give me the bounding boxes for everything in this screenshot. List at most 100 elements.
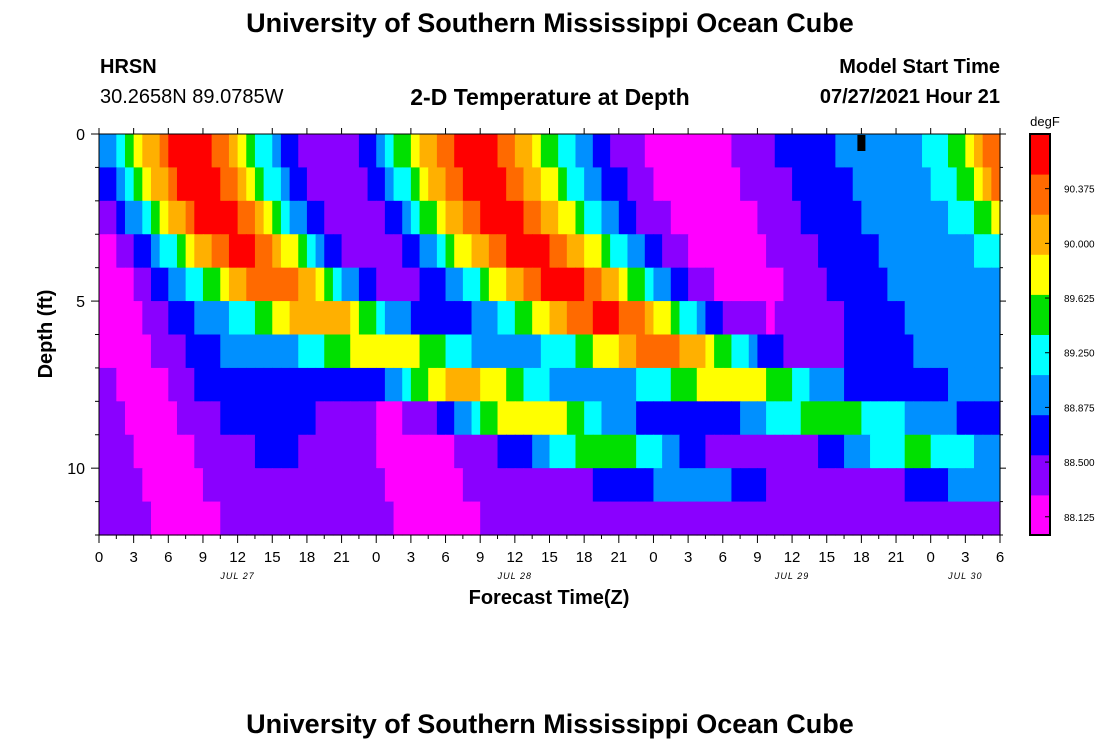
heatmap-cell xyxy=(107,401,117,436)
heatmap-cell xyxy=(514,501,525,536)
heatmap-cell xyxy=(818,134,828,169)
heatmap-cell xyxy=(462,301,473,336)
date-labels: JUL 27 JUL 28 JUL 29 JUL 30 xyxy=(219,571,981,581)
heatmap-cell xyxy=(566,167,577,202)
heatmap-cell xyxy=(618,401,629,436)
heatmap-cell xyxy=(150,167,161,202)
heatmap-cell xyxy=(757,334,767,369)
heatmap-cell xyxy=(913,234,923,269)
heatmap-cell xyxy=(800,434,810,469)
heatmap-cell xyxy=(740,134,750,169)
heatmap-cell xyxy=(922,267,932,302)
x-tick-label: 15 xyxy=(264,549,281,566)
heatmap-cell xyxy=(428,301,438,336)
heatmap-cell xyxy=(436,367,447,402)
heatmap-cell xyxy=(679,301,689,336)
heatmap-cell xyxy=(168,401,178,436)
heatmap-cell xyxy=(133,468,143,503)
heatmap-cell xyxy=(800,367,810,402)
heatmap-cell xyxy=(211,200,221,235)
heatmap-cell xyxy=(800,401,810,436)
heatmap-cell xyxy=(584,167,594,202)
heatmap-cell xyxy=(376,367,386,402)
heatmap-cell xyxy=(566,234,577,269)
heatmap-cell xyxy=(523,167,533,202)
heatmap-cell xyxy=(844,267,854,302)
heatmap-cell xyxy=(159,367,169,402)
heatmap-cell xyxy=(540,134,551,169)
heatmap-cell xyxy=(948,301,958,336)
heatmap-cell xyxy=(133,367,143,402)
heatmap-cell xyxy=(922,468,932,503)
heatmap-cell xyxy=(298,334,308,369)
heatmap-cell xyxy=(939,401,949,436)
heatmap-cell xyxy=(766,468,776,503)
heatmap-cell xyxy=(254,367,265,402)
heatmap-cell xyxy=(497,401,507,436)
x-tick-label: 18 xyxy=(299,549,316,566)
heatmap-cell xyxy=(211,367,221,402)
heatmap-cell xyxy=(523,468,533,503)
heatmap-cell xyxy=(376,134,386,169)
heatmap-cell xyxy=(575,167,585,202)
heatmap-cell xyxy=(731,468,741,503)
heatmap-cell xyxy=(133,501,143,536)
heatmap-cell xyxy=(358,134,369,169)
heatmap-cell xyxy=(306,200,317,235)
heatmap-cell xyxy=(428,434,438,469)
heatmap-cell xyxy=(350,501,360,536)
heatmap-cell xyxy=(150,200,161,235)
heatmap-cell xyxy=(220,367,230,402)
heatmap-cell xyxy=(176,468,187,503)
heatmap-cell xyxy=(168,134,178,169)
heatmap-cell xyxy=(835,401,845,436)
heatmap-cell xyxy=(549,434,559,469)
heatmap-cell xyxy=(913,401,923,436)
heatmap-cell xyxy=(766,301,776,336)
heatmap-cell xyxy=(896,134,906,169)
heatmap-cell xyxy=(939,267,949,302)
heatmap-cell xyxy=(402,167,412,202)
heatmap-cell xyxy=(436,334,447,369)
heatmap-cell xyxy=(844,134,854,169)
heatmap-cell xyxy=(168,434,178,469)
heatmap-cell xyxy=(350,200,360,235)
heatmap-cell xyxy=(133,434,143,469)
heatmap-cell xyxy=(358,434,369,469)
heatmap-cell xyxy=(150,301,161,336)
heatmap-cell xyxy=(731,367,741,402)
heatmap-cell xyxy=(419,501,429,536)
heatmap-cell xyxy=(688,301,698,336)
heatmap-cell xyxy=(540,200,551,235)
heatmap-cell xyxy=(393,501,403,536)
heatmap-cell xyxy=(904,434,914,469)
heatmap-cell xyxy=(662,468,672,503)
heatmap-cell xyxy=(298,468,308,503)
heatmap-cell xyxy=(376,334,386,369)
heatmap-cell xyxy=(159,401,169,436)
heatmap-cell xyxy=(272,167,282,202)
heatmap-cell xyxy=(497,334,507,369)
heatmap-cell xyxy=(341,468,351,503)
heatmap-cell xyxy=(315,167,325,202)
heatmap-cell xyxy=(211,134,221,169)
heatmap-cell xyxy=(722,267,733,302)
heatmap-cell xyxy=(584,134,594,169)
heatmap-cell xyxy=(532,468,542,503)
heatmap-cell xyxy=(592,468,603,503)
heatmap-cell xyxy=(982,200,992,235)
heatmap-cell xyxy=(367,334,377,369)
heatmap-cell xyxy=(289,334,299,369)
heatmap-cell xyxy=(237,367,247,402)
heatmap-cell xyxy=(584,267,594,302)
heatmap-cell xyxy=(627,234,637,269)
temperature-depth-chart: 0 3 6 9 12 15 18 21 0 3 6 9 12 15 18 21 0 3 6 9 12 15 18 21 0 3 6 … xyxy=(35,114,1095,609)
heatmap-cell xyxy=(185,468,195,503)
date-label: JUL 27 xyxy=(219,571,254,581)
heatmap-cell xyxy=(601,267,611,302)
heatmap-cell xyxy=(202,334,213,369)
heatmap-cell xyxy=(124,401,135,436)
y-tick-label: 0 xyxy=(76,127,85,144)
heatmap-cell xyxy=(159,134,169,169)
heatmap-cell xyxy=(280,501,291,536)
